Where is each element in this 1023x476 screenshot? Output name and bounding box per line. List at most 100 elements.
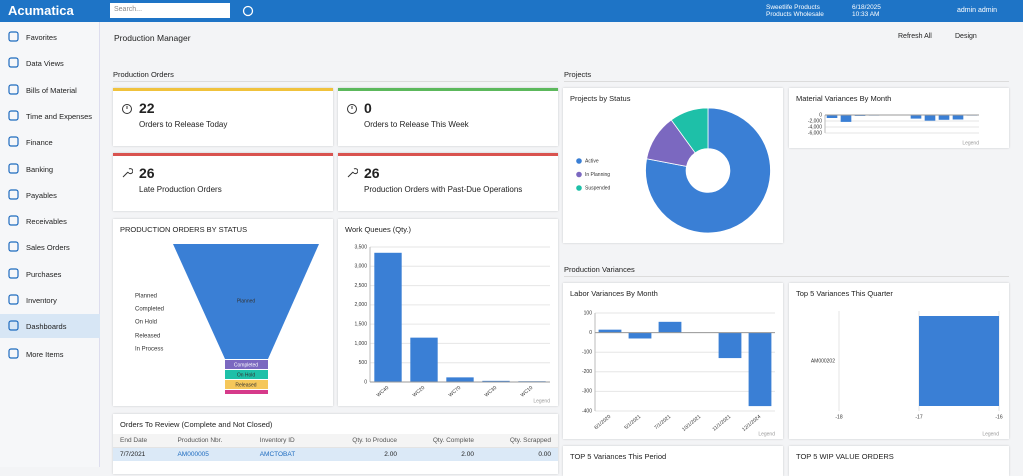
bar <box>919 316 999 406</box>
nav-label: More Items <box>26 350 64 359</box>
table-row[interactable]: 7/7/2021 AM000005 AMCTOBAT 2.00 2.00 0.0… <box>113 448 558 462</box>
y-tick-label: -400 <box>582 408 592 414</box>
y-tick-label: 0 <box>589 330 592 336</box>
nav-item[interactable]: Finance <box>0 130 100 154</box>
nav-item[interactable]: Bills of Material <box>0 78 100 102</box>
company[interactable]: Sweetlife Products <box>766 4 820 11</box>
nav-item[interactable]: Time and Expenses <box>0 104 100 128</box>
funnel-segment <box>225 390 268 394</box>
y-tick-label: 3,500 <box>354 244 367 250</box>
column-header[interactable]: Qty. Complete <box>404 434 481 448</box>
nav-label: Purchases <box>26 270 61 279</box>
y-tick-label: 3,000 <box>354 264 367 270</box>
column-header[interactable]: Qty. to Produce <box>322 434 404 448</box>
legend-label: In Planning <box>585 172 610 178</box>
bar <box>446 377 473 382</box>
y-tick-label: AM000202 <box>811 358 835 364</box>
y-tick-label: 2,500 <box>354 283 367 289</box>
x-tick-label: WC40 <box>376 385 391 399</box>
nav-item[interactable]: Banking <box>0 157 100 181</box>
segment-label: Completed <box>234 362 258 368</box>
date[interactable]: 6/18/2025 <box>852 4 881 11</box>
nav-icon <box>8 320 19 331</box>
divider <box>113 81 558 82</box>
nav-icon <box>8 31 19 42</box>
segment-label: Planned <box>237 298 256 304</box>
cell: 2.00 <box>322 448 404 462</box>
history-icon[interactable] <box>242 5 254 17</box>
kpi-card[interactable]: 26 Production Orders with Past-Due Opera… <box>338 153 558 211</box>
nav-icon <box>8 241 19 252</box>
nav-item[interactable]: Purchases <box>0 262 100 286</box>
legend-label: Planned <box>135 294 157 300</box>
legend-label: Legend <box>982 431 999 437</box>
table-wrap: End Date Production Nbr. Inventory ID Qt… <box>113 434 558 461</box>
column-header[interactable]: Qty. Scrapped <box>481 434 558 448</box>
legend-label: Suspended <box>585 185 611 191</box>
x-tick-label: 12/1/2024 <box>741 414 762 433</box>
logo[interactable]: Acumatica <box>8 3 74 18</box>
nav-label: Data Views <box>26 59 64 68</box>
y-tick-label: -100 <box>582 350 592 356</box>
bar <box>374 253 401 382</box>
kpi-card[interactable]: 26 Late Production Orders <box>113 153 333 211</box>
nav-label: Time and Expenses <box>26 112 92 121</box>
nav-icon <box>8 84 19 95</box>
nav-item[interactable]: Payables <box>0 183 100 207</box>
y-tick-label: -6,000 <box>808 130 822 136</box>
kpi-card[interactable]: 22 Orders to Release Today <box>113 88 333 146</box>
table-card: Orders To Review (Complete and Not Close… <box>113 414 558 474</box>
nav-icon <box>8 136 19 147</box>
bar <box>719 333 742 358</box>
branch[interactable]: Products Wholesale <box>766 11 824 18</box>
nav-item[interactable]: Dashboards <box>0 314 100 338</box>
bar <box>925 115 936 121</box>
section-title: Production Orders <box>113 70 174 79</box>
nav-label: Sales Orders <box>26 243 70 252</box>
bar <box>953 115 964 120</box>
nav-icon <box>8 110 19 121</box>
x-tick-label: -17 <box>915 414 922 420</box>
x-tick-label: -16 <box>995 414 1002 420</box>
column-header[interactable]: Inventory ID <box>253 434 322 448</box>
legend-label: Legend <box>962 140 979 146</box>
card-title: Orders To Review (Complete and Not Close… <box>120 420 272 429</box>
chart-card: TOP 5 WIP VALUE ORDERS <box>789 446 1009 476</box>
kpi-label: Late Production Orders <box>139 185 222 194</box>
kpi-card[interactable]: 0 Orders to Release This Week <box>338 88 558 146</box>
legend-label: On Hold <box>135 320 157 326</box>
search-box[interactable]: Search... <box>110 3 230 18</box>
nav-item[interactable]: Receivables <box>0 209 100 233</box>
x-tick-label: WC30 <box>484 385 499 399</box>
chart-card: TOP 5 Variances This Period <box>563 446 783 476</box>
legend-label: In Process <box>135 347 163 353</box>
kpi-value: 26 <box>139 165 155 181</box>
cell: 0.00 <box>481 448 558 462</box>
user[interactable]: admin admin <box>957 7 997 14</box>
column-header[interactable]: End Date <box>113 434 170 448</box>
nav-item[interactable]: Inventory <box>0 288 100 312</box>
funnel-chart: Planned Completed On Hold Released In Pr… <box>113 219 333 406</box>
y-tick-label: 100 <box>584 310 593 316</box>
column-header[interactable]: Production Nbr. <box>170 434 252 448</box>
nav-item[interactable]: Favorites <box>0 25 100 49</box>
design-button[interactable]: Design <box>955 33 977 40</box>
cell-link[interactable]: AMCTOBAT <box>253 448 322 462</box>
nav-item[interactable]: Data Views <box>0 51 100 75</box>
refresh-button[interactable]: Refresh All <box>898 33 932 40</box>
cell-link[interactable]: AM000005 <box>170 448 252 462</box>
x-tick-label: 5/1/2021 <box>623 414 642 431</box>
kpi-value: 0 <box>364 100 372 116</box>
x-tick-label: 11/1/2021 <box>712 414 733 433</box>
time[interactable]: 10:33 AM <box>852 11 879 18</box>
legend-label: Legend <box>533 398 550 404</box>
kpi-label: Orders to Release Today <box>139 120 227 129</box>
nav-item[interactable]: Sales Orders <box>0 235 100 259</box>
divider <box>564 276 1009 277</box>
segment-label: On Hold <box>237 372 256 378</box>
nav-item[interactable]: More Items <box>0 342 100 366</box>
